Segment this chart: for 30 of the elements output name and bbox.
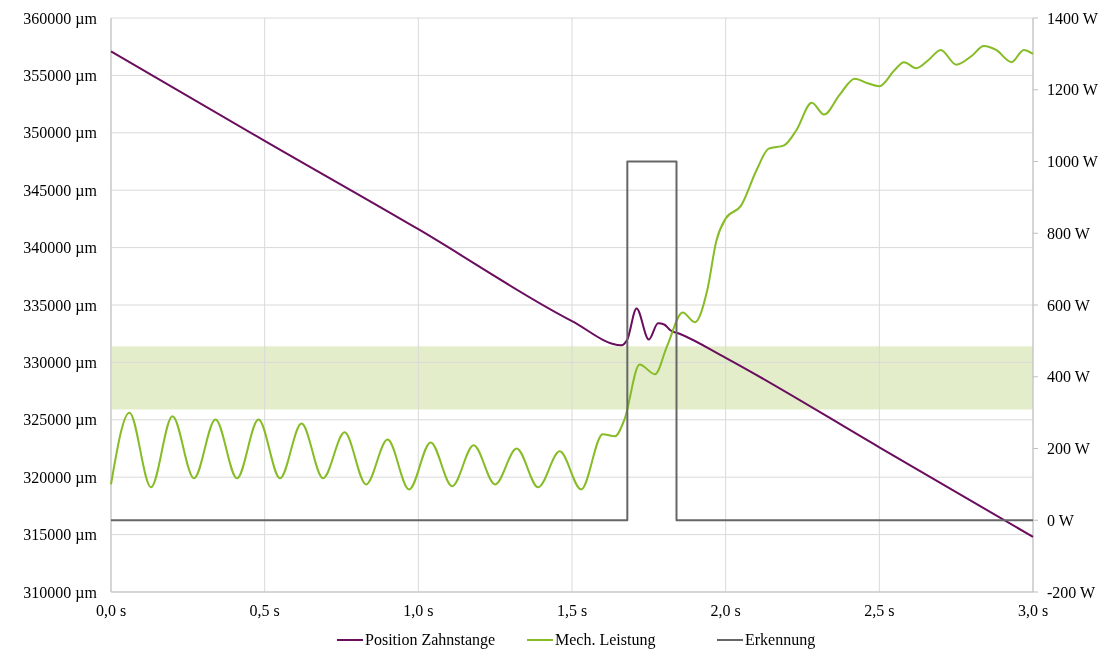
y2-tick-label: 0 W — [1047, 511, 1075, 529]
legend-label: Erkennung — [745, 631, 816, 649]
x-tick-label: 2,5 s — [864, 602, 895, 619]
x-tick-label: 3,0 s — [1017, 602, 1049, 619]
y2-tick-label: 400 W — [1047, 368, 1091, 386]
y2-tick-label: 200 W — [1047, 440, 1091, 458]
y-tick-label: 355000 µm — [23, 67, 98, 85]
x-tick-label: 0,0 s — [95, 602, 127, 619]
y2-tick-label: -200 W — [1047, 583, 1097, 601]
x-tick-label: 1,0 s — [403, 602, 434, 619]
y-tick-label: 330000 µm — [23, 354, 98, 372]
y-tick-label: 335000 µm — [23, 296, 98, 315]
y2-tick-label: 1000 W — [1047, 153, 1099, 171]
y-tick-label: 310000 µm — [23, 583, 98, 602]
y-tick-label: 315000 µm — [23, 526, 98, 545]
x-tick-label: 0,5 s — [249, 602, 280, 619]
x-tick-label: 2,0 s — [710, 602, 741, 619]
y2-tick-label: 1400 W — [1047, 9, 1099, 27]
y-tick-label: 350000 µm — [23, 124, 98, 143]
x-tick-label: 1,5 s — [556, 602, 588, 619]
legend-label: Mech. Leistung — [555, 631, 656, 649]
y-tick-label: 320000 µm — [23, 468, 98, 487]
y2-tick-label: 600 W — [1047, 296, 1091, 314]
y-tick-label: 325000 µm — [23, 411, 98, 430]
y-tick-label: 360000 µm — [23, 9, 98, 28]
y2-tick-label: 800 W — [1047, 224, 1091, 242]
legend-label: Position Zahnstange — [365, 631, 496, 649]
y-tick-label: 345000 µm — [23, 181, 98, 200]
y2-tick-label: 1200 W — [1047, 81, 1099, 99]
y-tick-label: 340000 µm — [23, 239, 98, 258]
